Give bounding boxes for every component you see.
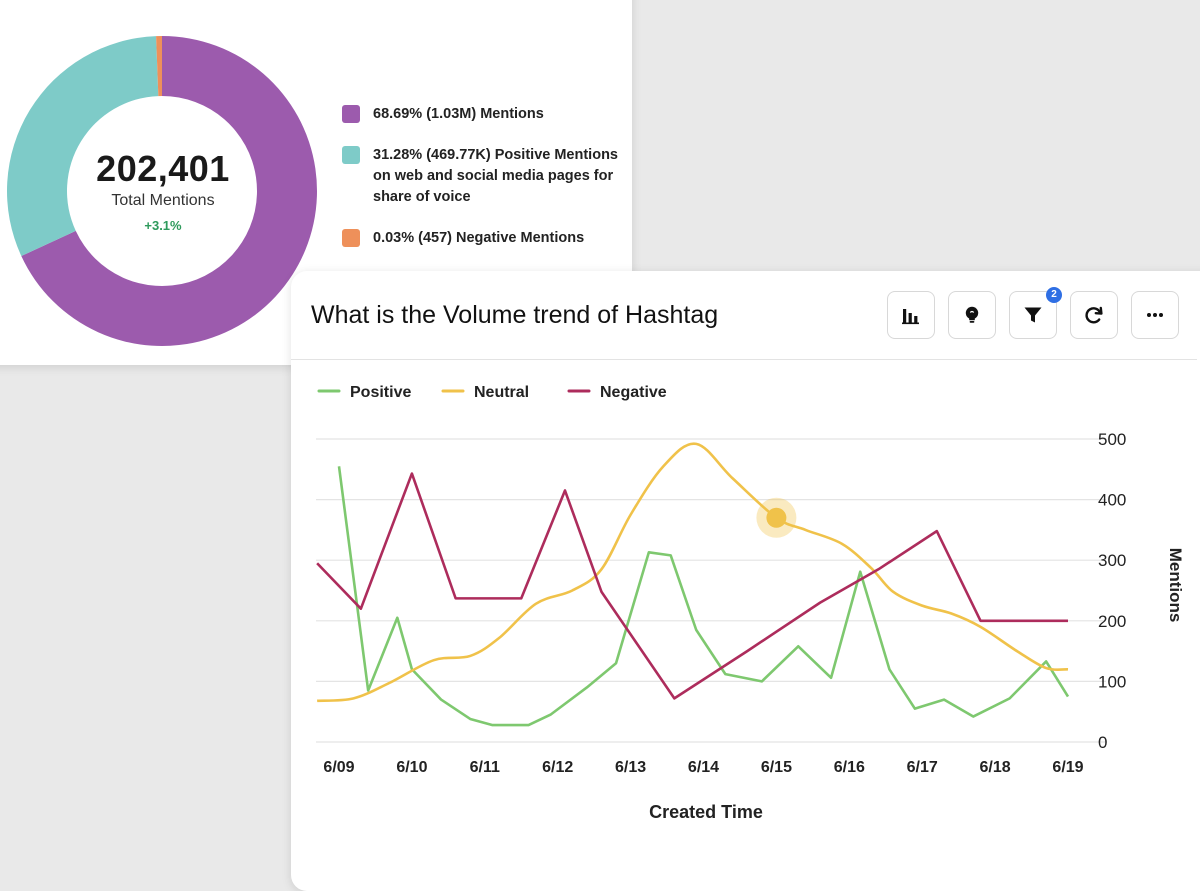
x-tick-label: 6/14 [688, 759, 719, 776]
refresh-icon [1085, 306, 1103, 324]
x-tick-label: 6/19 [1052, 759, 1083, 776]
more-options-button[interactable] [1131, 291, 1179, 339]
legend-item-mentions[interactable]: 68.69% (1.03M) Mentions [342, 105, 544, 125]
x-tick-label: 6/16 [834, 759, 865, 776]
legend-label: 68.69% (1.03M) Mentions [373, 106, 544, 122]
legend-label: Positive [350, 384, 411, 401]
trend-card: What is the Volume trend of Hashtag 2 [291, 271, 1200, 891]
x-axis-title: Created Time [649, 802, 763, 822]
x-tick-label: 6/12 [542, 759, 573, 776]
y-tick-label: 300 [1098, 551, 1126, 570]
more-icon [1147, 313, 1163, 317]
series-line-negative[interactable] [316, 472, 1068, 700]
x-tick-label: 6/15 [761, 759, 792, 776]
x-tick-label: 6/18 [980, 759, 1011, 776]
series-line-positive[interactable] [337, 466, 1070, 727]
insights-button[interactable] [948, 291, 996, 339]
x-tick-label: 6/17 [907, 759, 938, 776]
y-tick-label: 500 [1098, 430, 1126, 449]
highlight-point[interactable] [766, 507, 787, 528]
legend-swatch [342, 229, 360, 247]
donut-chart [6, 36, 318, 346]
legend-item-positive[interactable]: Positive [317, 384, 411, 401]
legend-item-negative-mentions[interactable]: 0.03% (457) Negative Mentions [342, 229, 585, 249]
chart-type-button[interactable] [887, 291, 935, 339]
legend-swatch [342, 105, 360, 123]
donut-delta: +3.1% [144, 218, 182, 233]
trend-title: What is the Volume trend of Hashtag [311, 301, 719, 329]
legend-label: 31.28% (469.77K) Positive Mentions on we… [373, 147, 618, 205]
bar-chart-icon [902, 309, 919, 325]
y-tick-label: 200 [1098, 612, 1126, 631]
x-tick-label: 6/11 [470, 759, 500, 776]
legend-item-positive-mentions[interactable]: 31.28% (469.77K) Positive Mentions on we… [342, 146, 632, 208]
legend-swatch [342, 146, 360, 164]
x-tick-label: 6/10 [396, 759, 427, 776]
donut-slice-1[interactable] [6, 36, 159, 257]
legend-item-neutral[interactable]: Neutral [441, 384, 529, 401]
lightbulb-icon [965, 306, 979, 323]
donut-total-label: Total Mentions [111, 192, 215, 209]
legend-label: Neutral [474, 384, 529, 401]
series-line-neutral[interactable] [317, 442, 1069, 703]
filter-icon [1024, 307, 1042, 323]
y-axis-title: Mentions [1166, 548, 1185, 623]
filter-button[interactable]: 2 [1009, 287, 1062, 339]
y-tick-label: 100 [1098, 672, 1126, 691]
donut-slice-0[interactable] [21, 36, 318, 346]
donut-slice-2[interactable] [156, 36, 162, 97]
x-tick-label: 6/13 [615, 759, 646, 776]
legend-label: 0.03% (457) Negative Mentions [373, 230, 585, 246]
x-tick-label: 6/09 [323, 759, 354, 776]
trend-card-header: What is the Volume trend of Hashtag 2 [291, 271, 1197, 360]
donut-total-value: 202,401 [96, 148, 230, 189]
legend-item-negative[interactable]: Negative [567, 384, 667, 401]
line-chart: 0 100 200 300 400 500 6/09 6/10 6/11 6/12 6/13 6/14… [316, 384, 1185, 822]
y-tick-label: 0 [1098, 733, 1107, 752]
legend-label: Negative [600, 384, 667, 401]
refresh-button[interactable] [1070, 291, 1118, 339]
filter-count-badge: 2 [1046, 287, 1062, 303]
y-tick-label: 400 [1098, 491, 1126, 510]
